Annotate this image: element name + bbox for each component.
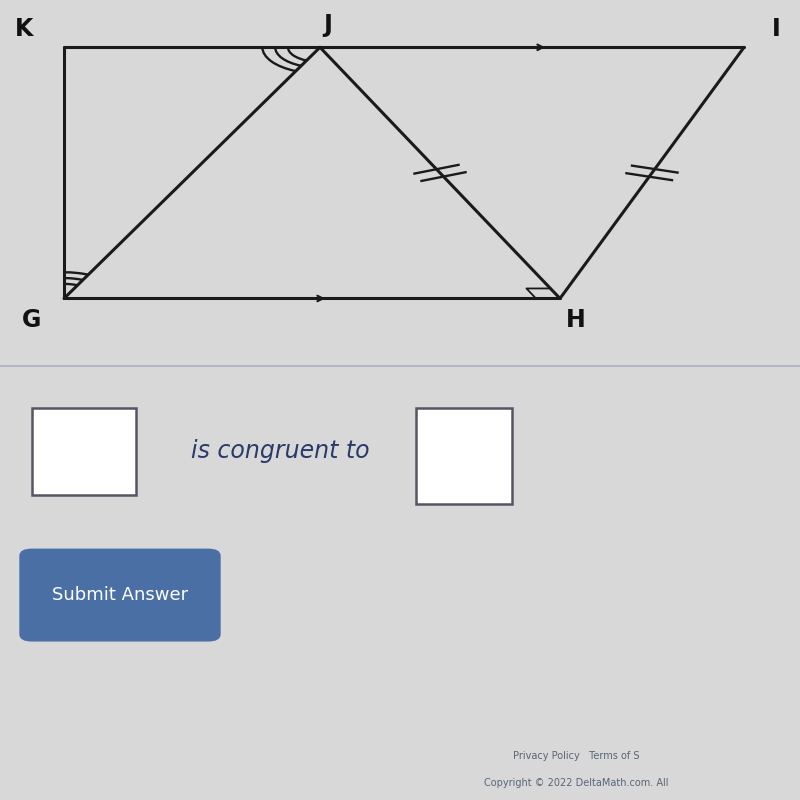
Text: is congruent to: is congruent to [190, 439, 370, 463]
Text: Privacy Policy   Terms of S: Privacy Policy Terms of S [513, 751, 639, 762]
Text: G: G [22, 308, 42, 332]
FancyBboxPatch shape [416, 407, 512, 503]
Text: Submit Answer: Submit Answer [52, 586, 188, 604]
Text: H: H [566, 308, 586, 332]
FancyBboxPatch shape [32, 407, 136, 494]
FancyBboxPatch shape [20, 550, 220, 641]
Text: Copyright © 2022 DeltaMath.com. All: Copyright © 2022 DeltaMath.com. All [484, 778, 668, 787]
Text: I: I [772, 17, 780, 41]
Text: J: J [323, 14, 333, 38]
Text: K: K [15, 17, 33, 41]
